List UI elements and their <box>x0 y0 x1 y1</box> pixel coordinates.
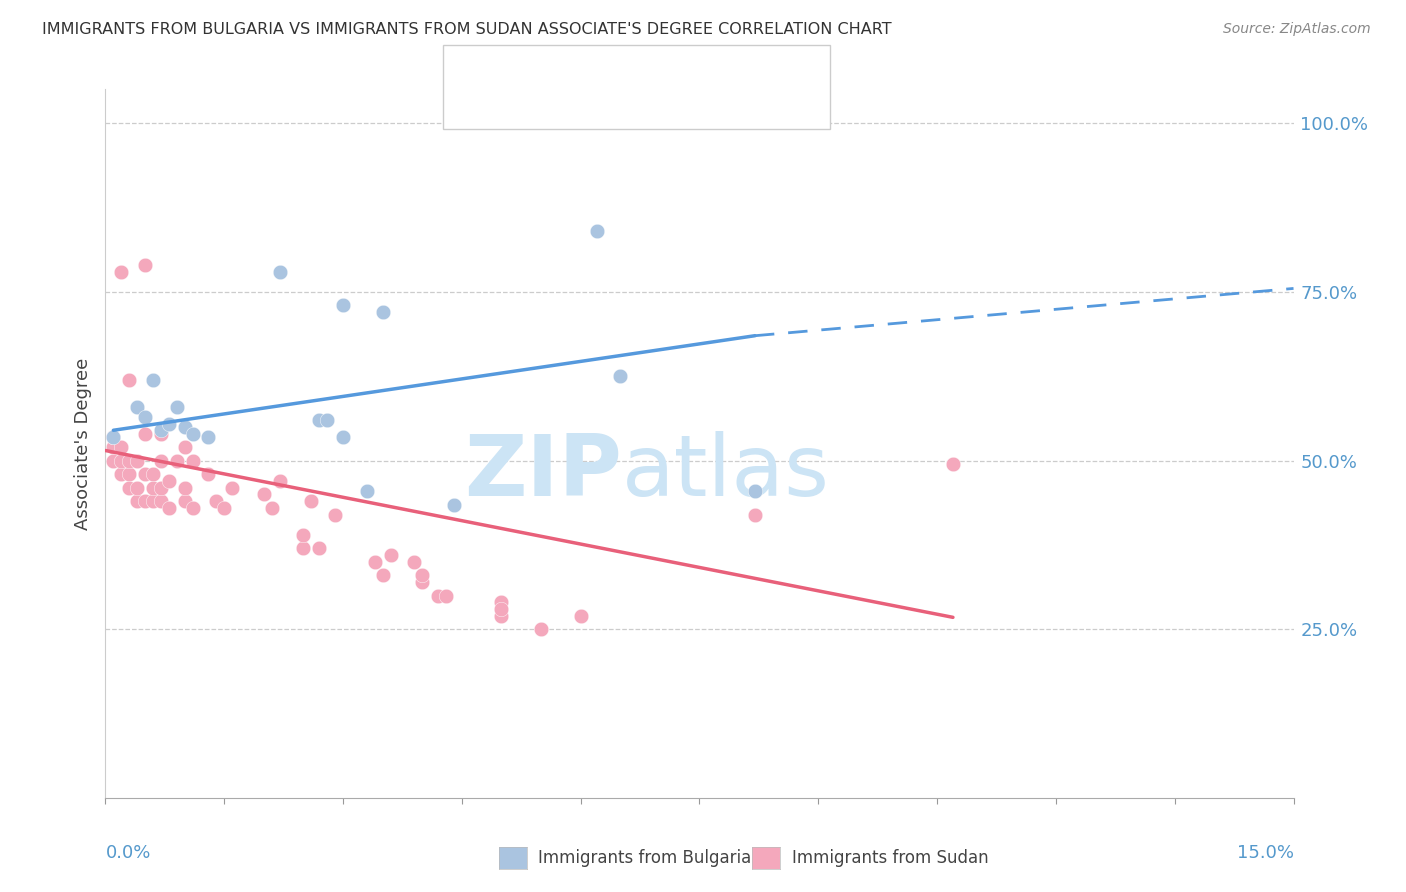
Point <box>118 467 141 482</box>
Point <box>118 481 141 495</box>
Text: Source: ZipAtlas.com: Source: ZipAtlas.com <box>1223 22 1371 37</box>
Point <box>166 453 188 467</box>
Text: N =: N = <box>630 95 682 113</box>
Point <box>173 494 195 508</box>
Point <box>491 609 513 624</box>
Point <box>427 589 450 603</box>
Point <box>269 474 291 488</box>
Text: 58: 58 <box>679 95 704 113</box>
Point <box>299 494 322 508</box>
Point <box>110 467 132 482</box>
Text: IMMIGRANTS FROM BULGARIA VS IMMIGRANTS FROM SUDAN ASSOCIATE'S DEGREE CORRELATION: IMMIGRANTS FROM BULGARIA VS IMMIGRANTS F… <box>42 22 891 37</box>
Point <box>292 528 315 542</box>
Point <box>118 453 141 467</box>
Point <box>173 481 195 495</box>
Point <box>197 467 219 482</box>
Point <box>103 430 125 444</box>
Text: 0.203: 0.203 <box>557 56 620 74</box>
Point <box>292 541 315 556</box>
Point <box>110 440 132 454</box>
Text: 0.0%: 0.0% <box>105 845 150 863</box>
Point <box>118 373 141 387</box>
Text: 15.0%: 15.0% <box>1236 845 1294 863</box>
Text: -0.235: -0.235 <box>557 95 621 113</box>
Point <box>585 224 607 238</box>
Point <box>149 481 172 495</box>
Point <box>149 494 172 508</box>
Point <box>142 481 165 495</box>
Point <box>308 413 330 427</box>
Point <box>214 500 236 515</box>
Text: N =: N = <box>630 56 682 74</box>
Point <box>942 457 965 471</box>
Point <box>253 487 276 501</box>
Point <box>110 264 132 278</box>
Point <box>127 400 149 414</box>
Point <box>371 568 394 582</box>
Point <box>316 413 339 427</box>
Point <box>356 483 378 498</box>
Point <box>323 508 346 522</box>
Point <box>149 423 172 437</box>
Point <box>744 483 766 498</box>
Point <box>491 602 513 616</box>
Point <box>157 417 180 431</box>
Point <box>530 623 553 637</box>
Point <box>260 500 283 515</box>
Point <box>364 555 387 569</box>
Point <box>142 373 165 387</box>
Point <box>173 440 195 454</box>
Point <box>173 420 195 434</box>
Point <box>103 440 125 454</box>
Point <box>181 500 204 515</box>
Point <box>332 298 354 312</box>
Point <box>103 430 125 444</box>
Point <box>127 481 149 495</box>
Point <box>380 548 402 562</box>
Point <box>434 589 457 603</box>
Point <box>166 400 188 414</box>
Point <box>142 467 165 482</box>
Point <box>157 474 180 488</box>
Point <box>110 453 132 467</box>
Point <box>197 430 219 444</box>
Point <box>569 609 592 624</box>
Point <box>134 258 156 272</box>
Point <box>221 481 243 495</box>
Point <box>134 426 156 441</box>
Point <box>308 541 330 556</box>
Point <box>269 264 291 278</box>
Point <box>134 467 156 482</box>
Point <box>103 453 125 467</box>
Text: Immigrants from Sudan: Immigrants from Sudan <box>792 849 988 867</box>
Point <box>332 430 354 444</box>
Text: atlas: atlas <box>623 431 831 514</box>
Point <box>744 508 766 522</box>
Point <box>134 494 156 508</box>
Text: 20: 20 <box>679 56 704 74</box>
Point <box>134 409 156 424</box>
Point <box>411 568 433 582</box>
Point <box>149 453 172 467</box>
Point <box>404 555 426 569</box>
Point <box>371 305 394 319</box>
Text: Immigrants from Bulgaria: Immigrants from Bulgaria <box>538 849 752 867</box>
Point <box>609 369 631 384</box>
Y-axis label: Associate's Degree: Associate's Degree <box>73 358 91 530</box>
Point <box>443 498 465 512</box>
Point <box>127 494 149 508</box>
Point <box>149 426 172 441</box>
Text: R =: R = <box>510 95 550 113</box>
Point <box>157 500 180 515</box>
Point <box>142 494 165 508</box>
Point <box>411 575 433 590</box>
Text: ZIP: ZIP <box>464 431 623 514</box>
Text: R =: R = <box>510 56 550 74</box>
Point <box>181 453 204 467</box>
Point <box>205 494 228 508</box>
Point <box>127 453 149 467</box>
Point <box>491 595 513 609</box>
Point <box>181 426 204 441</box>
